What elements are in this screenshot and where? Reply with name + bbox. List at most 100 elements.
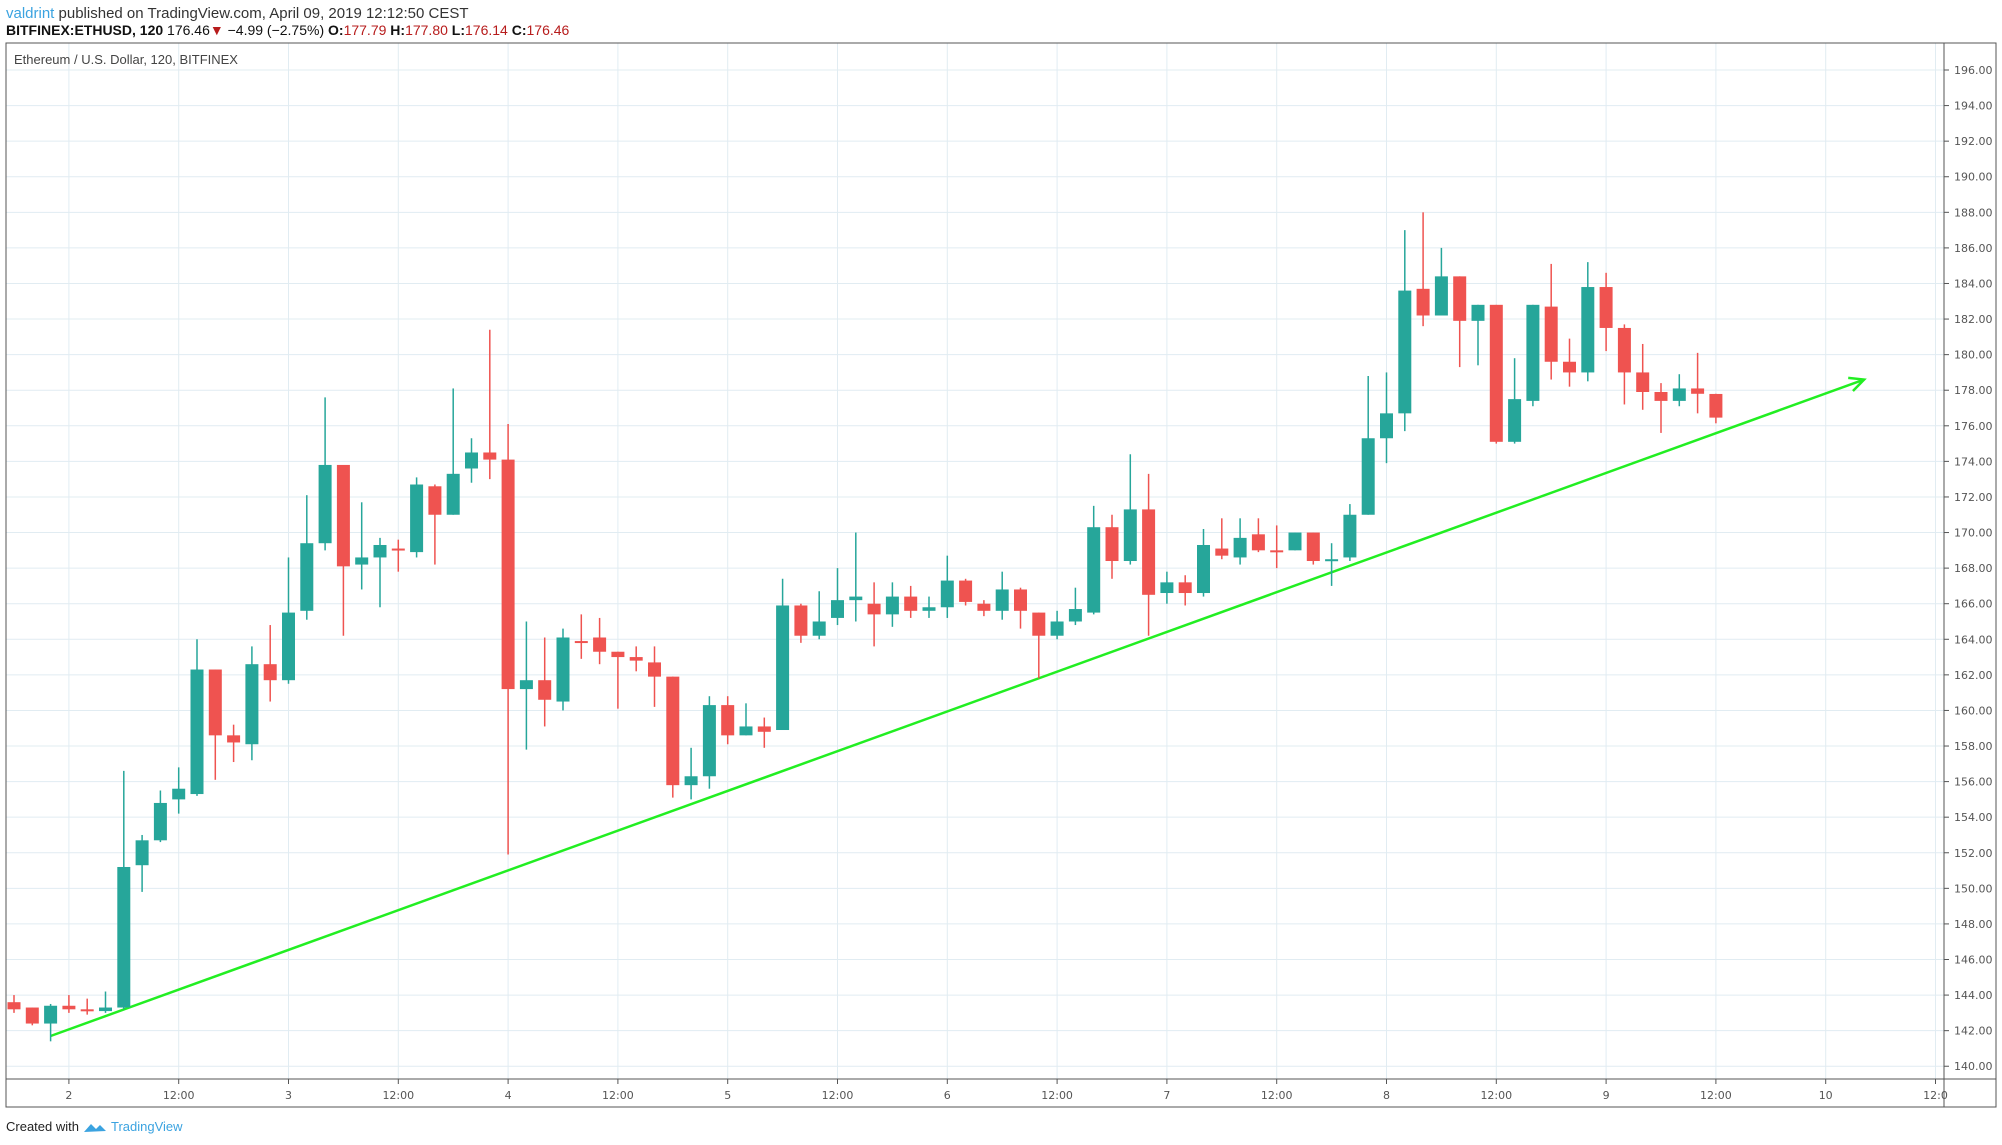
candle-body — [940, 580, 954, 608]
candle-down — [1105, 514, 1119, 579]
x-tick-label: 6 — [944, 1089, 951, 1102]
x-tick-label: 3 — [285, 1089, 292, 1102]
candle-down — [501, 424, 515, 855]
x-tick-label: 10 — [1819, 1089, 1833, 1102]
candle-down — [483, 329, 497, 480]
down-arrow-icon: ▼ — [209, 22, 224, 38]
candle-up — [702, 696, 716, 789]
candle-body — [776, 605, 790, 731]
close-value: 176.46 — [526, 22, 570, 38]
candle-body — [80, 1009, 94, 1012]
y-tick-label: 176.00 — [1954, 420, 1993, 433]
candle-body — [190, 669, 204, 795]
candle-body — [648, 662, 661, 677]
y-tick-label: 154.00 — [1954, 811, 1993, 824]
candle-body — [7, 1002, 21, 1010]
symbol-info: BITFINEX:ETHUSD, 120 176.46▼ −4.99 (−2.7… — [6, 22, 569, 38]
candle-body — [1215, 548, 1229, 556]
candle-body — [25, 1007, 39, 1024]
candle-down — [80, 998, 94, 1015]
candle-body — [1251, 534, 1265, 551]
candle-body — [904, 596, 918, 611]
candle-up — [117, 770, 131, 1010]
candle-body — [410, 484, 424, 553]
candles — [7, 212, 1723, 1042]
candle-down — [227, 724, 241, 763]
y-tick-label: 178.00 — [1954, 384, 1993, 397]
candle-down — [1636, 343, 1650, 410]
candle-down — [336, 464, 350, 636]
candle-up — [849, 532, 863, 622]
y-tick-label: 166.00 — [1954, 598, 1993, 611]
y-tick-label: 162.00 — [1954, 669, 1993, 682]
candle-body — [959, 580, 973, 602]
candle-down — [1142, 473, 1156, 636]
candle-down — [611, 651, 625, 709]
candle-body — [1160, 582, 1174, 594]
candle-body — [1526, 304, 1540, 401]
candle-body — [1471, 304, 1485, 321]
x-tick-label: 12:00 — [1480, 1089, 1512, 1102]
candle-down — [1270, 525, 1284, 569]
candle-down — [1654, 383, 1668, 433]
x-tick-label: 12:0 — [1923, 1089, 1948, 1102]
close-label: C: — [511, 22, 527, 38]
candle-up — [153, 790, 167, 843]
candle-down — [1709, 393, 1723, 424]
x-tick-label: 12:00 — [382, 1089, 414, 1102]
candle-up — [172, 767, 186, 814]
candle-up — [1471, 304, 1485, 366]
candle-body — [1544, 306, 1558, 362]
candle-body — [300, 543, 314, 611]
candle-body — [1123, 509, 1137, 562]
candle-up — [812, 591, 826, 640]
candle-body — [1636, 372, 1650, 392]
candle-body — [336, 464, 350, 567]
candle-down — [629, 646, 643, 672]
publish-info: valdrint published on TradingView.com, A… — [6, 5, 469, 22]
candle-up — [995, 571, 1009, 620]
candle-body — [1105, 527, 1119, 562]
candle-down — [1032, 612, 1046, 679]
candle-body — [1581, 287, 1595, 373]
x-tick-label: 12:00 — [1261, 1089, 1293, 1102]
x-tick-label: 12:00 — [1700, 1089, 1732, 1102]
candle-down — [1599, 272, 1613, 352]
y-tick-label: 192.00 — [1954, 135, 1993, 148]
candle-down — [904, 585, 918, 618]
candle-body — [446, 473, 460, 515]
y-tick-label: 194.00 — [1954, 100, 1993, 113]
candle-up — [1233, 518, 1247, 565]
candle-down — [7, 995, 21, 1013]
candle-up — [831, 568, 844, 626]
candle-body — [501, 459, 515, 690]
author-link[interactable]: valdrint — [6, 5, 55, 22]
chart-border — [5, 42, 1997, 1108]
candle-up — [1361, 375, 1375, 515]
candle-up — [940, 555, 954, 618]
trendline — [50, 378, 1865, 1038]
candle-body — [1380, 413, 1393, 439]
x-tick-label: 12:00 — [602, 1089, 634, 1102]
footer: Created with TradingView — [6, 1119, 183, 1134]
candle-down — [666, 676, 680, 798]
candle-body — [1453, 276, 1467, 321]
y-tick-label: 186.00 — [1954, 242, 1993, 255]
trendline-layer — [50, 376, 1867, 1038]
candle-up — [1197, 528, 1210, 597]
candle-body — [263, 664, 277, 681]
y-tick-label: 160.00 — [1954, 704, 1993, 717]
candle-up — [318, 397, 332, 551]
candle-up — [1526, 304, 1540, 407]
candle-body — [1142, 509, 1156, 595]
candle-body — [849, 596, 863, 601]
candle-body — [831, 600, 844, 618]
tradingview-link[interactable]: TradingView — [110, 1119, 183, 1134]
candle-down — [1563, 338, 1576, 387]
candle-body — [1343, 514, 1357, 558]
price-change: −4.99 (−2.75%) — [227, 22, 325, 38]
candle-up — [1288, 532, 1302, 551]
candle-body — [556, 637, 570, 702]
candle-body — [117, 866, 131, 1008]
